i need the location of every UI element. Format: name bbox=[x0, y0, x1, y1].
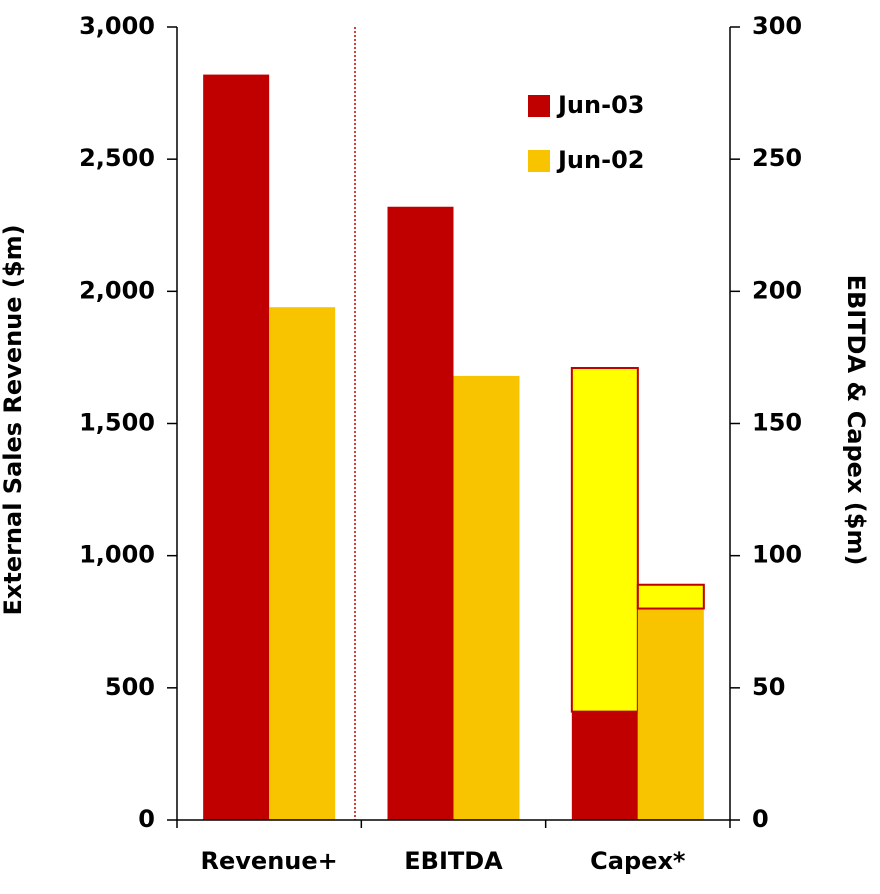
y-axis-title: External Sales Revenue ($m) bbox=[0, 224, 27, 615]
bar bbox=[203, 74, 270, 820]
y-tick-label: 1,500 bbox=[79, 409, 155, 437]
y2-tick-label: 300 bbox=[752, 12, 802, 40]
y-tick-label: 3,000 bbox=[79, 12, 155, 40]
stacked-bar bbox=[570, 366, 639, 713]
bar bbox=[571, 711, 638, 820]
y-tick-label: 500 bbox=[105, 673, 155, 701]
bar bbox=[453, 375, 520, 820]
x-tick-label: EBITDA bbox=[404, 847, 503, 875]
y-tick-label: 0 bbox=[138, 805, 155, 833]
y2-tick-label: 200 bbox=[752, 276, 802, 304]
y2-tick-label: 150 bbox=[752, 409, 802, 437]
bar bbox=[269, 307, 336, 820]
y2-tick-label: 250 bbox=[752, 144, 802, 172]
y2-tick-label: 100 bbox=[752, 541, 802, 569]
legend-swatch bbox=[528, 95, 550, 117]
y2-tick-label: 50 bbox=[752, 673, 785, 701]
bar bbox=[387, 206, 454, 820]
legend-label: Jun-02 bbox=[556, 146, 644, 174]
x-tick-label: Capex* bbox=[590, 847, 686, 875]
y2-axis-title: EBITDA & Capex ($m) bbox=[842, 275, 870, 566]
x-tick-label: Revenue+ bbox=[201, 847, 338, 875]
legend-label: Jun-03 bbox=[556, 91, 644, 119]
y2-tick-label: 0 bbox=[752, 805, 769, 833]
bar bbox=[637, 608, 704, 820]
y-tick-label: 2,500 bbox=[79, 144, 155, 172]
legend-swatch bbox=[528, 150, 550, 172]
stacked-bar bbox=[636, 583, 705, 610]
y-tick-label: 1,000 bbox=[79, 541, 155, 569]
y-tick-label: 2,000 bbox=[79, 276, 155, 304]
